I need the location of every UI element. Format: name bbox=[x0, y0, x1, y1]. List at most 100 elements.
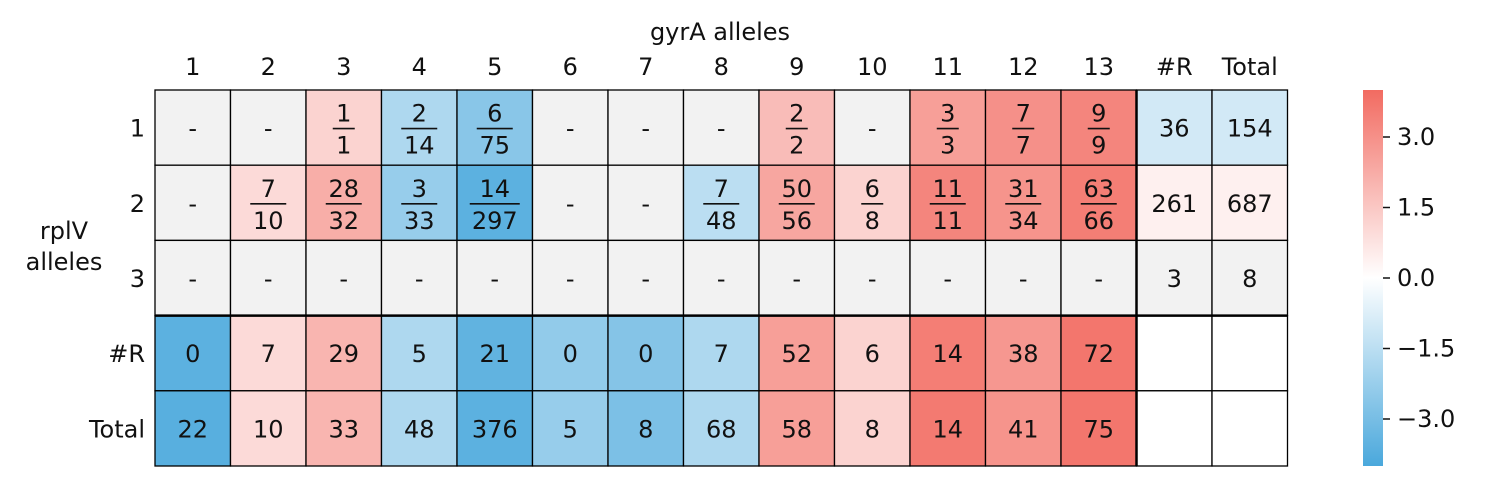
heatmap-cell bbox=[833, 239, 911, 317]
fraction-numerator: 50 bbox=[781, 175, 812, 203]
colorbar-tick-label: 3.0 bbox=[1397, 123, 1435, 151]
cell-fraction: 68 bbox=[861, 175, 884, 235]
cell-value: 10 bbox=[253, 415, 284, 443]
cell-value: 68 bbox=[706, 415, 737, 443]
heatmap-cell bbox=[833, 164, 911, 242]
heatmap-cell bbox=[1135, 239, 1213, 317]
heatmap-cell bbox=[531, 239, 609, 317]
cell-fraction: 11 bbox=[332, 100, 355, 160]
cell-fraction: 748 bbox=[703, 175, 740, 235]
heatmap-cell bbox=[607, 239, 685, 317]
y-axis-label-text: rplV alleles bbox=[26, 217, 103, 276]
heatmap-cell bbox=[833, 390, 911, 467]
column-labels: 1 2 3 4 5 6 7 8 9 10 11 12 13 #R Total bbox=[185, 53, 1278, 81]
cell-value: - bbox=[1094, 265, 1103, 293]
fraction-denominator: 32 bbox=[328, 207, 359, 235]
column-label: 8 bbox=[714, 53, 729, 81]
fraction-denominator: 3 bbox=[940, 132, 955, 160]
heatmap-cell bbox=[607, 314, 685, 392]
cell-value: - bbox=[566, 115, 575, 143]
heatmap-cell bbox=[531, 390, 609, 467]
heatmap-cell bbox=[1135, 164, 1213, 242]
fraction-numerator: 6 bbox=[865, 175, 880, 203]
heatmap-cell bbox=[229, 390, 307, 467]
row-label: 3 bbox=[130, 265, 145, 293]
heatmap-cell bbox=[1211, 314, 1289, 392]
cell-value: 36 bbox=[1159, 115, 1190, 143]
cell-value: 0 bbox=[563, 340, 578, 368]
fraction-numerator: 28 bbox=[328, 175, 359, 203]
fraction-denominator: 33 bbox=[404, 207, 435, 235]
column-label: 4 bbox=[412, 53, 427, 81]
fraction-numerator: 2 bbox=[412, 100, 427, 128]
fraction-denominator: 1 bbox=[336, 132, 351, 160]
fraction-denominator: 34 bbox=[1008, 207, 1039, 235]
heatmap-cell bbox=[1060, 314, 1138, 392]
cell-value: - bbox=[566, 265, 575, 293]
fraction-denominator: 48 bbox=[706, 207, 737, 235]
cell-value: 5 bbox=[563, 415, 578, 443]
fraction-numerator: 2 bbox=[789, 100, 804, 128]
heatmap-cell bbox=[1060, 390, 1138, 467]
fraction-numerator: 7 bbox=[261, 175, 276, 203]
colorbar: 3.0 1.5 0.0 −1.5 −3.0 bbox=[1363, 90, 1455, 466]
row-label: Total bbox=[88, 415, 145, 443]
heatmap-cell bbox=[531, 314, 609, 392]
heatmap-cell bbox=[758, 89, 836, 166]
cell-value: 14 bbox=[932, 415, 963, 443]
heatmap-cell bbox=[833, 314, 911, 392]
heatmap-cell bbox=[1211, 89, 1289, 166]
heatmap-cell bbox=[305, 390, 383, 467]
cell-fraction: 710 bbox=[250, 175, 287, 235]
fraction-numerator: 6 bbox=[487, 100, 502, 128]
column-label: 2 bbox=[261, 53, 276, 81]
column-label: 7 bbox=[638, 53, 653, 81]
fraction-denominator: 75 bbox=[479, 132, 510, 160]
cell-value: - bbox=[264, 115, 273, 143]
heatmap-cell bbox=[607, 390, 685, 467]
heatmap-cell bbox=[154, 239, 232, 317]
fraction-numerator: 7 bbox=[1016, 100, 1031, 128]
heatmap-cell bbox=[305, 89, 383, 166]
heatmap-cell bbox=[758, 314, 836, 392]
cell-value: - bbox=[641, 190, 650, 218]
heatmap-cell bbox=[456, 390, 534, 467]
row-label: 2 bbox=[130, 190, 145, 218]
cell-value: 72 bbox=[1083, 340, 1114, 368]
column-label: 1 bbox=[185, 53, 200, 81]
heatmap-cell bbox=[456, 89, 534, 166]
heatmap-cell bbox=[1211, 390, 1289, 467]
column-label: 3 bbox=[336, 53, 351, 81]
heatmap-cell bbox=[984, 164, 1062, 242]
cell-fraction: 333 bbox=[401, 175, 438, 235]
cell-fraction: 33 bbox=[936, 100, 959, 160]
cell-fraction: 214 bbox=[401, 100, 438, 160]
fraction-denominator: 14 bbox=[404, 132, 435, 160]
cell-fraction: 99 bbox=[1087, 100, 1110, 160]
cell-value: - bbox=[868, 115, 877, 143]
y-axis-label: rplV alleles bbox=[26, 217, 103, 276]
heatmap-cell bbox=[833, 89, 911, 166]
cell-value: - bbox=[641, 265, 650, 293]
cell-value: 3 bbox=[1167, 265, 1182, 293]
heatmap-cell bbox=[229, 164, 307, 242]
cell-value: - bbox=[641, 115, 650, 143]
fraction-numerator: 1 bbox=[336, 100, 351, 128]
fraction-denominator: 9 bbox=[1091, 132, 1106, 160]
column-label: 11 bbox=[932, 53, 963, 81]
fraction-numerator: 63 bbox=[1083, 175, 1114, 203]
heatmap-cell bbox=[758, 164, 836, 242]
cell-value: 6 bbox=[865, 340, 880, 368]
cell-value: 14 bbox=[932, 340, 963, 368]
fraction-denominator: 56 bbox=[781, 207, 812, 235]
column-label: 6 bbox=[563, 53, 578, 81]
column-label: 12 bbox=[1008, 53, 1039, 81]
cell-value: 33 bbox=[328, 415, 359, 443]
heatmap-cell bbox=[380, 239, 458, 317]
